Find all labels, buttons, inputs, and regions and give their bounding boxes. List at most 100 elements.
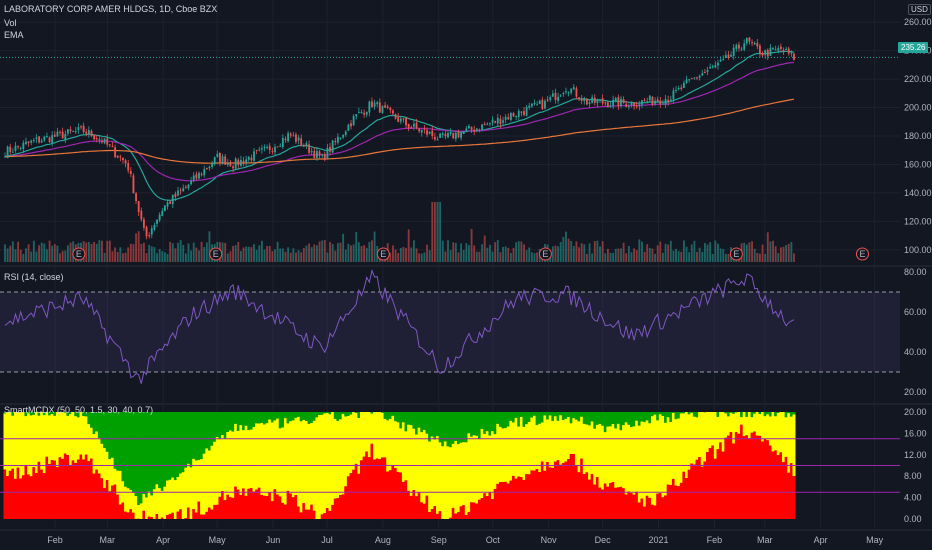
mcdx-red-bar (370, 443, 374, 519)
candle (494, 120, 497, 124)
mcdx-red-bar (95, 469, 99, 519)
mcdx-red-bar (462, 505, 466, 519)
candle-body (633, 102, 636, 107)
volume-bar (630, 252, 633, 262)
volume-bar (711, 253, 714, 262)
currency-label[interactable]: USD (908, 4, 931, 15)
candle (724, 51, 727, 59)
mcdx-red-bar (567, 459, 571, 519)
mcdx-yellow-bar (698, 412, 702, 458)
mcdx-yellow-bar (55, 412, 59, 468)
volume-bar (143, 242, 145, 262)
candle (496, 113, 499, 127)
mcdx-green-bar (412, 412, 416, 429)
mcdx-red-bar (202, 514, 206, 519)
mcdx-yellow-bar (509, 420, 513, 481)
mcdx-green-bar (176, 412, 180, 478)
volume-bar (722, 248, 725, 262)
volume-bar (654, 253, 656, 262)
volume-bar (447, 240, 449, 262)
candle-body (169, 201, 172, 204)
candle (667, 95, 670, 106)
candle-body (426, 130, 428, 135)
mcdx-green-bar (656, 412, 660, 421)
volume-bar (625, 253, 628, 262)
candle (402, 118, 405, 123)
candle (672, 87, 675, 104)
volume-bar (93, 241, 96, 262)
mcdx-yellow-bar (477, 438, 481, 500)
mcdx-red-bar (42, 473, 46, 519)
candle (656, 96, 659, 103)
mcdx-yellow-bar (740, 417, 744, 425)
candle-body (321, 154, 324, 156)
mcdx-red-bar (200, 514, 204, 519)
mcdx-yellow-bar (656, 420, 660, 494)
mcdx-red-bar (294, 495, 298, 519)
volume-bar (321, 240, 324, 262)
candle-body (9, 146, 12, 152)
candle (279, 143, 282, 147)
mcdx-yellow-bar (603, 432, 607, 484)
volume-bar (415, 248, 418, 262)
volume-bar (764, 253, 767, 262)
candle-body (740, 48, 743, 50)
volume-bar (682, 240, 685, 262)
volume-bar (570, 241, 573, 262)
mcdx-red-bar (19, 478, 23, 519)
mcdx-green-bar (538, 412, 542, 424)
mcdx-yellow-bar (627, 424, 631, 492)
candle-body (114, 147, 117, 158)
volume-bar (284, 251, 287, 262)
mcdx-red-bar (310, 504, 314, 519)
mcdx-green-bar (493, 412, 497, 435)
candle-body (27, 141, 30, 143)
candle (95, 135, 98, 143)
volume-bar (496, 240, 499, 262)
candle-body (659, 100, 662, 104)
candle (722, 55, 725, 61)
volume-bar (260, 240, 263, 262)
candle-body (761, 52, 764, 56)
volume-bar (774, 246, 777, 262)
symbol-title: LABORATORY CORP AMER HLDGS, 1D, Cboe BZX (4, 4, 218, 14)
price-tick-label: 200.00 (904, 103, 932, 113)
volume-bar (53, 244, 56, 262)
mcdx-yellow-bar (210, 445, 214, 510)
volume-bar (85, 242, 88, 262)
candle (793, 52, 795, 61)
mcdx-green-bar (532, 412, 537, 416)
candle (213, 156, 216, 166)
mcdx-yellow-bar (745, 416, 749, 436)
mcdx-green-bar (525, 412, 529, 425)
mcdx-red-bar (685, 478, 689, 519)
mcdx-green-bar (459, 412, 463, 443)
volume-bar (452, 242, 455, 262)
mcdx-green-bar (661, 412, 665, 416)
volume-legend-label: Vol (4, 18, 17, 28)
mcdx-yellow-bar (205, 448, 209, 512)
candle-body (59, 131, 61, 133)
candle-body (714, 65, 717, 68)
candle-body (378, 102, 381, 113)
candle (489, 122, 491, 127)
candle (620, 95, 622, 109)
volume-bar (515, 242, 518, 262)
candle (381, 105, 384, 114)
candle (646, 97, 649, 104)
volume-bar (698, 247, 701, 262)
candle (386, 104, 389, 110)
mcdx-green-bar (11, 412, 15, 416)
candle-body (717, 62, 719, 66)
volume-bar (352, 244, 355, 262)
mcdx-green-bar (658, 412, 662, 415)
volume-bar (30, 251, 33, 262)
mcdx-green-bar (108, 412, 112, 460)
candle-body (530, 103, 533, 107)
candle-body (48, 137, 51, 143)
mcdx-yellow-bar (286, 423, 290, 491)
candle (371, 97, 373, 108)
mcdx-red-bar (456, 512, 460, 519)
candle-body (635, 105, 638, 107)
mcdx-yellow-bar (126, 488, 130, 513)
